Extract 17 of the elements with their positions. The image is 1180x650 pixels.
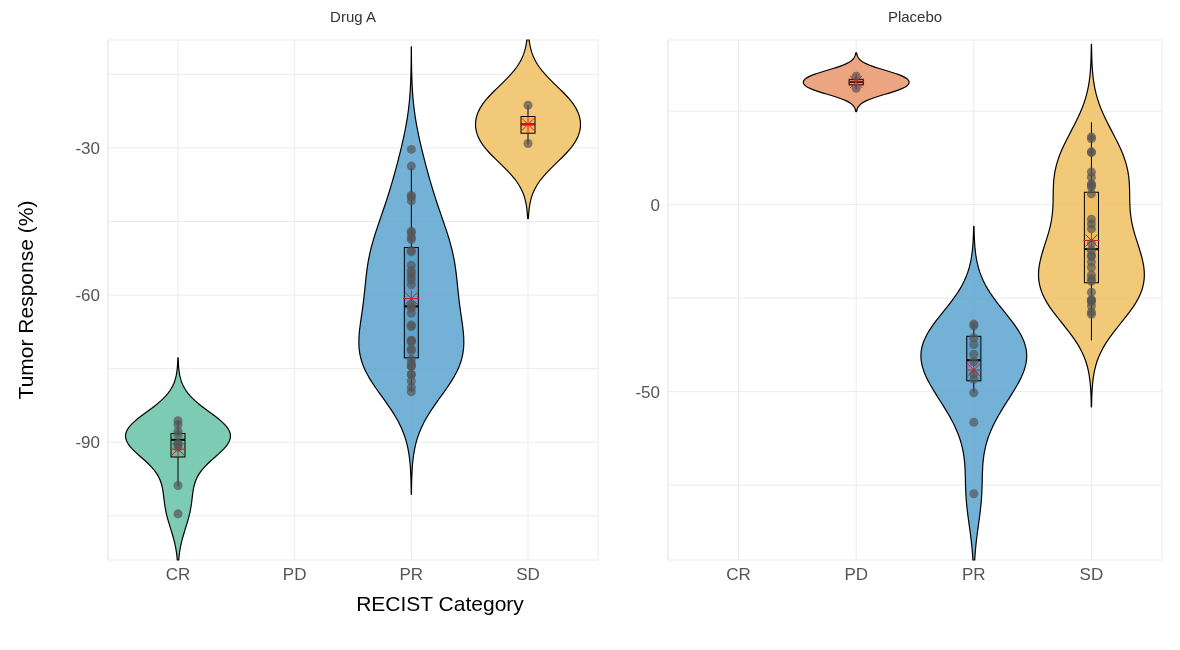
- x-tick-label: SD: [1079, 565, 1104, 585]
- x-tick-label: SD: [516, 565, 540, 585]
- x-tick-label: PD: [282, 565, 307, 585]
- y-tick-label: -60: [75, 286, 100, 306]
- y-tick-label: -30: [75, 138, 100, 158]
- x-tick-label: CR: [726, 565, 751, 585]
- y-tick-label: -90: [75, 433, 100, 453]
- x-tick-label: PR: [399, 565, 424, 585]
- x-tick-label: PR: [962, 565, 986, 585]
- chart-title: Drug A: [329, 8, 377, 27]
- y-tick-label: -50: [635, 382, 660, 402]
- x-tick-label: PD: [844, 565, 868, 585]
- x-axis-title: RECIST Category: [355, 592, 525, 616]
- y-axis-title: Tumor Response (%): [14, 200, 38, 400]
- y-tick-label: 0: [650, 195, 660, 215]
- x-tick-label: CR: [165, 565, 191, 585]
- chart-title: Placebo: [886, 8, 944, 27]
